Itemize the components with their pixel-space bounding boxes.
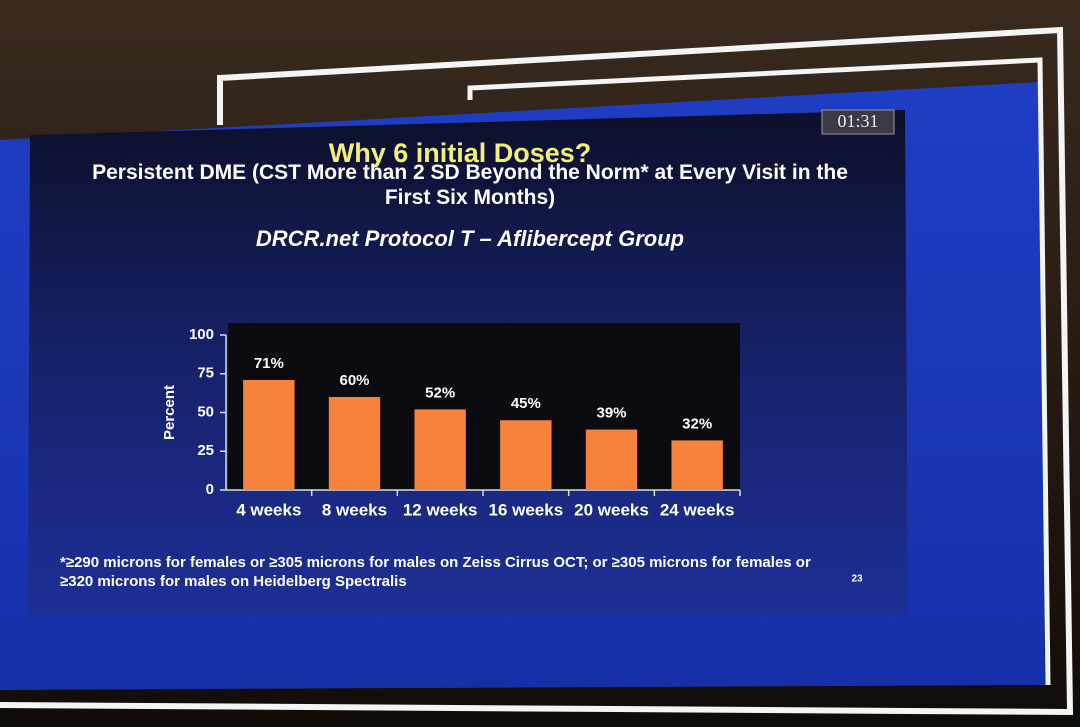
chart: 0 25 50 75 100 Percent 4 weeks 71% 8 weeks 60% 12 … (161, 326, 741, 519)
plot-area (228, 323, 740, 490)
x-tick-label: 4 weeks (236, 500, 301, 519)
bar (243, 379, 295, 490)
timer: 01:31 (837, 111, 878, 131)
bar (500, 420, 552, 490)
y-tick-label: 75 (197, 365, 214, 382)
subtitle-protocol: DRCR.net Protocol T – Aflibercept Group (255, 226, 685, 251)
stage-frame (0, 26, 1074, 716)
value-label: 32% (682, 415, 712, 432)
x-tick-label: 16 weeks (488, 500, 563, 519)
x-tick-label: 12 weeks (403, 500, 478, 519)
x-tick-label: 20 weeks (574, 500, 649, 519)
bar (328, 397, 381, 490)
y-tick-label: 50 (197, 403, 214, 420)
value-label: 60% (339, 372, 369, 389)
value-label: 52% (425, 384, 455, 401)
y-tick-label: 100 (189, 326, 214, 343)
stage-frame-inner (467, 57, 1051, 686)
value-label: 45% (511, 395, 541, 412)
y-tick-label: 0 (206, 481, 214, 498)
x-tick-label: 24 weeks (660, 500, 735, 519)
x-tick-label: 8 weeks (322, 500, 387, 519)
subtitle: Persistent DME (CST More than 2 SD Beyon… (92, 161, 848, 209)
bar (585, 429, 638, 490)
value-label: 39% (596, 405, 626, 422)
slide-number: 23 (851, 574, 863, 585)
y-axis-label: Percent (161, 385, 178, 440)
footnote: *≥290 microns for females or ≥305 micron… (60, 554, 811, 590)
value-label: 71% (254, 355, 284, 372)
bar (671, 440, 723, 490)
timer-box (821, 109, 895, 135)
y-tick-label: 25 (197, 442, 214, 459)
bar (414, 409, 466, 490)
chart-title: Why 6 initial Doses? (328, 138, 592, 168)
